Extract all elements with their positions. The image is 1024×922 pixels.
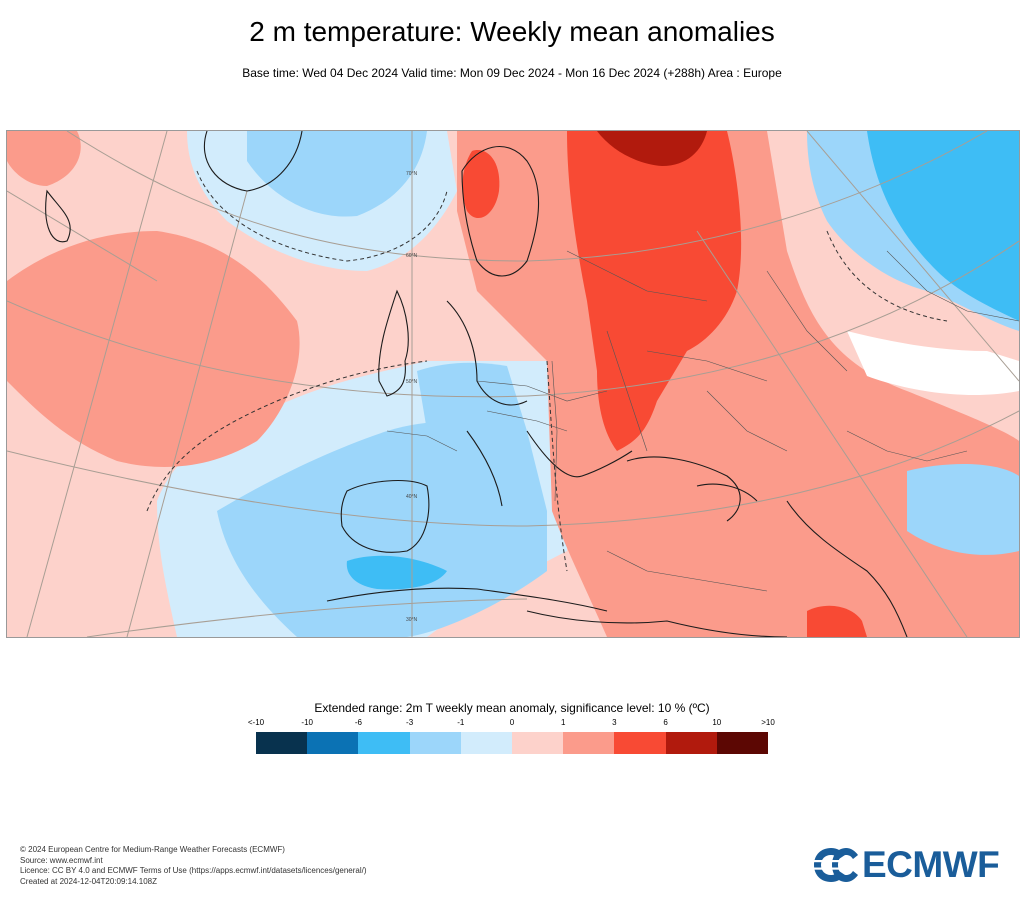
legend-color-box — [460, 732, 513, 754]
created-line: Created at 2024-12-04T20:09:14.108Z — [20, 876, 157, 886]
legend-tick-label: 0 — [509, 718, 515, 727]
legend-tick-label: -1 — [457, 718, 465, 727]
copyright-line: © 2024 European Centre for Medium-Range … — [20, 845, 285, 854]
legend-color-box — [307, 732, 359, 754]
country-borders — [386, 250, 1019, 592]
legend-color-box — [512, 732, 564, 754]
anomaly-area-extreme-warm-arctic — [597, 131, 707, 166]
legend-color-box — [614, 732, 666, 754]
significance-contours — [146, 170, 948, 572]
footer-credits: © 2024 European Centre for Medium-Range … — [20, 845, 367, 887]
anomaly-area-neutral-caucasus — [847, 331, 1019, 396]
ecmwf-logo-icon — [812, 848, 860, 882]
anomaly-area-moderate-cold-africa — [346, 555, 447, 590]
anomaly-area-cold-greenland — [247, 131, 427, 217]
legend-color-box — [409, 732, 461, 754]
legend-color-bar — [256, 732, 769, 754]
legend-color-box — [665, 732, 717, 754]
chart-subtitle: Base time: Wed 04 Dec 2024 Valid time: M… — [242, 66, 782, 80]
anomaly-area-moderate-cold-northeast — [867, 131, 1019, 321]
anomaly-area-cold-central — [417, 362, 527, 441]
lat-label-60n: 60°N — [406, 253, 418, 259]
lat-label-50n: 50°N — [406, 379, 418, 385]
anomaly-area-strong-warm-turkey — [807, 605, 867, 637]
lat-label-40n: 40°N — [406, 494, 418, 500]
legend-tick-label: 6 — [663, 718, 668, 727]
latitude-labels: 70°N 60°N 50°N 40°N 30°N — [406, 171, 418, 623]
licence-line: Licence: CC BY 4.0 and ECMWF Terms of Us… — [20, 866, 367, 875]
lat-label-70n: 70°N — [406, 171, 418, 177]
anomaly-area-strong-warm-russia — [567, 131, 742, 451]
legend-tick-labels: <-10 -10 -6 -3 -1 0 1 3 6 10 >10 — [248, 718, 775, 730]
legend-tick-label: 10 — [712, 718, 722, 727]
legend-tick-label: 1 — [560, 718, 566, 727]
ecmwf-logo: ECMWF — [812, 844, 1007, 886]
anomaly-area-strong-warm-scandinavia — [462, 150, 500, 219]
legend-tick-label: <-10 — [247, 718, 265, 727]
anomaly-area-cold-iberia — [217, 421, 547, 637]
legend-color-box — [563, 732, 615, 754]
legend-tick-label: -10 — [301, 718, 313, 727]
legend-tick-label: 3 — [612, 718, 617, 727]
source-line: Source: www.ecmwf.int — [20, 855, 103, 865]
legend-tick-label: >10 — [761, 718, 775, 727]
legend-tick-label: -3 — [406, 718, 414, 727]
legend-color-box — [256, 732, 308, 754]
legend-color-box — [716, 732, 769, 754]
legend-tick-label: -6 — [354, 718, 362, 727]
graticule — [7, 131, 1019, 637]
legend-color-box — [358, 732, 410, 754]
chart-title: 2 m temperature: Weekly mean anomalies — [249, 16, 775, 47]
anomaly-area-warm-greenland-south — [7, 131, 81, 186]
coastlines — [45, 131, 908, 637]
anomaly-area-cold-caspian — [907, 464, 1019, 555]
ecmwf-logo-text: ECMWF — [862, 844, 1000, 885]
anomaly-map: 70°N 60°N 50°N 40°N 30°N — [6, 130, 1020, 638]
anomaly-area-warm-atlantic — [7, 231, 300, 467]
lat-label-30n: 30°N — [406, 617, 418, 623]
legend-title: Extended range: 2m T weekly mean anomaly… — [314, 701, 710, 715]
